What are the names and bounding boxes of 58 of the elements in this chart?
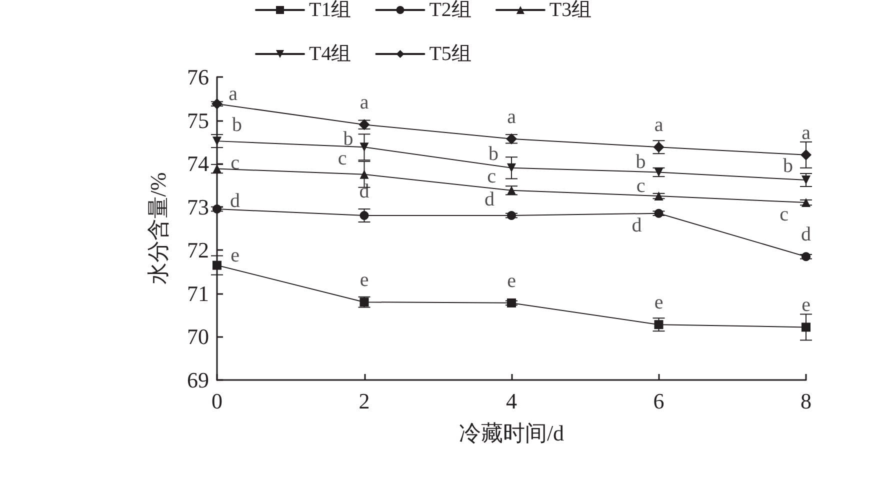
y-tick-label: 73 xyxy=(187,194,209,220)
point xyxy=(212,260,222,270)
y-tick-label: 75 xyxy=(187,108,209,133)
point xyxy=(800,149,812,160)
annotation: b xyxy=(232,114,242,136)
point xyxy=(507,163,516,172)
annotation: c xyxy=(780,204,789,226)
annotation: a xyxy=(228,82,238,105)
annotation: e xyxy=(360,269,369,292)
x-tick-label: 2 xyxy=(358,388,370,414)
y-tick-label: 72 xyxy=(187,238,209,263)
annotation: d xyxy=(484,188,494,211)
annotation: a xyxy=(802,122,811,144)
point xyxy=(802,322,810,332)
legend-label: T3组 xyxy=(549,0,592,21)
annotation: d xyxy=(632,214,642,236)
point xyxy=(802,198,810,208)
y-tick-label: 71 xyxy=(187,280,209,306)
annotation: e xyxy=(654,292,664,314)
annotation: b xyxy=(783,155,793,178)
x-tick-label: 0 xyxy=(212,388,222,414)
point xyxy=(654,192,664,201)
y-axis-title: 水分含量/% xyxy=(146,172,170,285)
legend-label: T5组 xyxy=(429,43,472,65)
point xyxy=(802,252,810,262)
legend-label: T1组 xyxy=(309,0,352,21)
point xyxy=(212,164,222,174)
legend-label: T4组 xyxy=(309,43,352,65)
point xyxy=(360,170,369,179)
y-tick-label: 70 xyxy=(187,324,209,350)
annotation: a xyxy=(360,92,369,114)
point xyxy=(654,320,664,330)
x-tick-label: 6 xyxy=(653,388,664,414)
y-tick-label: 76 xyxy=(187,64,209,90)
point xyxy=(507,211,516,220)
annotation: b xyxy=(636,151,646,174)
point xyxy=(360,142,369,152)
annotation: d xyxy=(230,190,240,212)
point xyxy=(654,208,664,218)
point xyxy=(507,298,516,308)
annotation: a xyxy=(654,114,664,136)
point xyxy=(360,211,369,220)
annotation: e xyxy=(802,294,811,316)
annotation: e xyxy=(230,244,240,266)
annotation: e xyxy=(507,270,516,292)
x-axis-title: 冷藏时间/d xyxy=(458,420,564,446)
annotation: d xyxy=(801,224,811,246)
x-tick-label: 4 xyxy=(506,388,517,414)
y-tick-label: 74 xyxy=(187,151,209,176)
annotation: c xyxy=(230,152,240,174)
y-tick-label: 69 xyxy=(187,368,209,392)
point xyxy=(212,98,222,110)
legend-label: T2组 xyxy=(429,0,472,21)
annotation: c xyxy=(636,175,646,198)
x-tick-label: 8 xyxy=(800,388,812,414)
annotation: c xyxy=(487,165,496,188)
annotation: b xyxy=(488,142,498,165)
annotation: a xyxy=(507,106,516,128)
